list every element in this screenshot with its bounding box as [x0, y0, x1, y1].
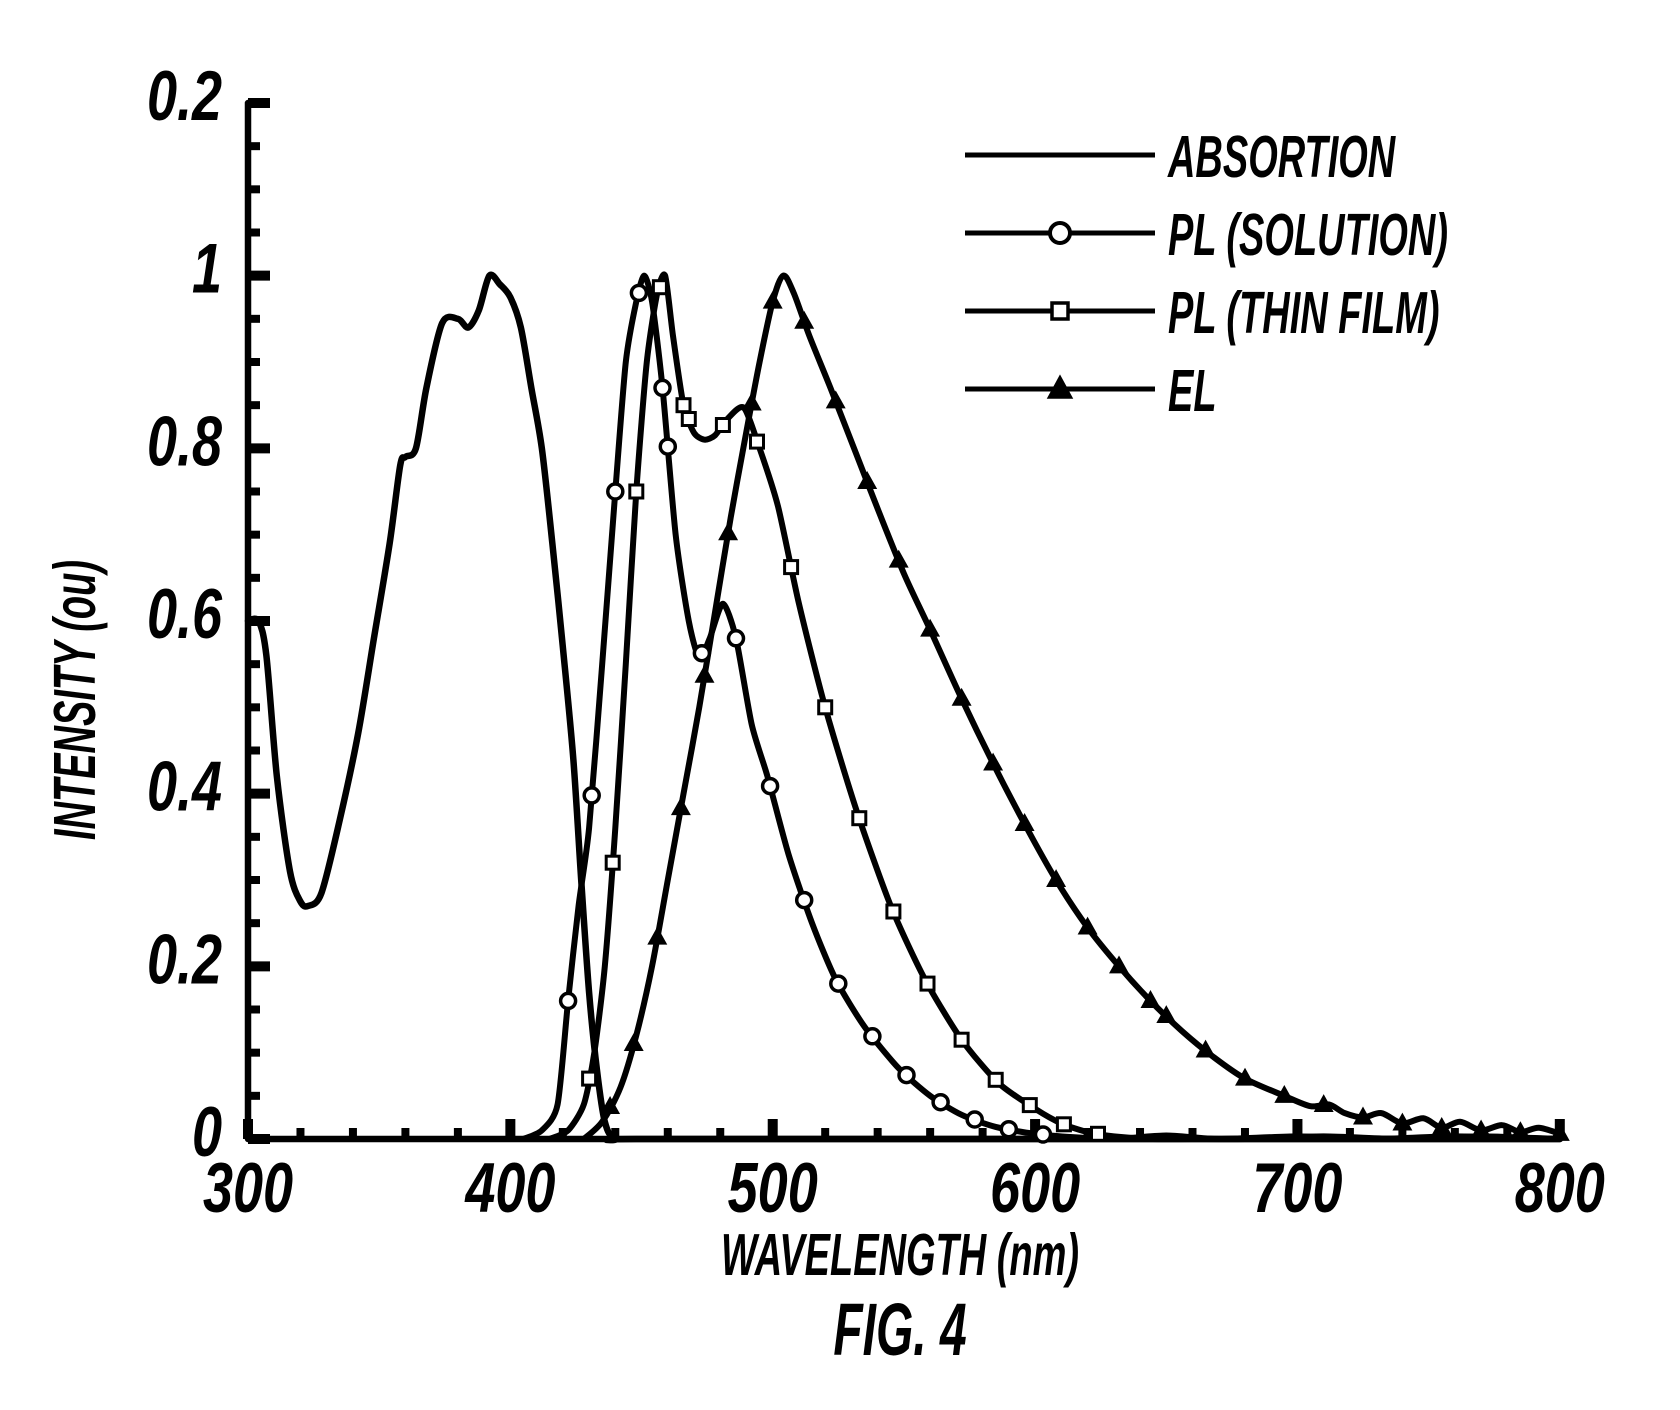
svg-text:PL (SOLUTION): PL (SOLUTION) — [1168, 202, 1448, 269]
svg-text:WAVELENGTH (nm): WAVELENGTH (nm) — [721, 1222, 1079, 1289]
svg-text:0.4: 0.4 — [147, 748, 222, 826]
svg-text:INTENSITY (ou): INTENSITY (ou) — [42, 560, 109, 840]
svg-text:0.6: 0.6 — [147, 575, 223, 653]
svg-text:500: 500 — [728, 1149, 818, 1227]
svg-text:EL: EL — [1168, 358, 1217, 425]
svg-text:0.8: 0.8 — [147, 403, 222, 481]
svg-text:700: 700 — [1252, 1149, 1342, 1227]
svg-text:400: 400 — [464, 1149, 556, 1227]
svg-text:0.2: 0.2 — [147, 921, 222, 999]
svg-text:1: 1 — [192, 230, 222, 308]
svg-text:600: 600 — [990, 1149, 1080, 1227]
svg-text:ABSORTION: ABSORTION — [1166, 124, 1396, 191]
svg-text:PL (THIN FILM): PL (THIN FILM) — [1168, 280, 1440, 347]
svg-text:FIG. 4: FIG. 4 — [833, 1288, 966, 1371]
svg-text:800: 800 — [1515, 1149, 1605, 1227]
svg-text:0.2: 0.2 — [147, 57, 222, 135]
svg-text:300: 300 — [203, 1149, 293, 1227]
